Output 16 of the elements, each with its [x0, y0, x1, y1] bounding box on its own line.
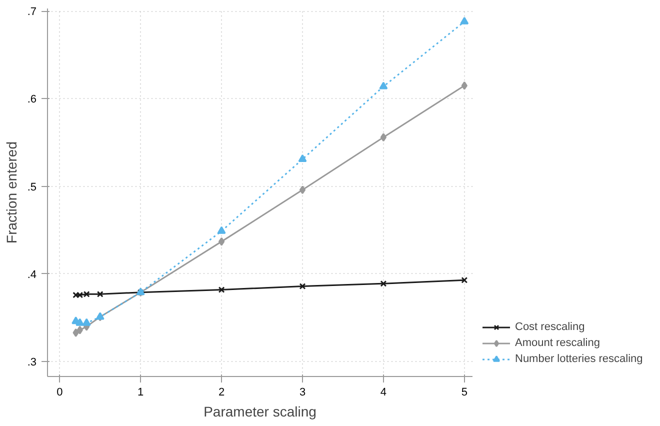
legend-label: Number lotteries rescaling — [515, 352, 643, 366]
x-tick-label: 0 — [56, 386, 63, 398]
y-tick-label: .4 — [27, 268, 37, 281]
x-tick-label: 1 — [138, 386, 144, 398]
x-tick-label: 3 — [299, 386, 306, 398]
x-tick-label: 2 — [218, 386, 225, 398]
x-tick-label: 4 — [380, 386, 387, 398]
y-tick-label: .6 — [27, 94, 37, 106]
legend-label: Amount rescaling — [515, 336, 600, 350]
y-tick-label: .5 — [27, 181, 37, 194]
legend-label: Cost rescaling — [515, 320, 585, 334]
x-tick-label: 5 — [461, 386, 468, 398]
y-tick-label: .7 — [27, 6, 37, 18]
x-axis-title: Parameter scaling — [204, 404, 316, 420]
y-tick-label: .3 — [27, 356, 37, 369]
y-axis-title: Fraction entered — [3, 142, 20, 244]
